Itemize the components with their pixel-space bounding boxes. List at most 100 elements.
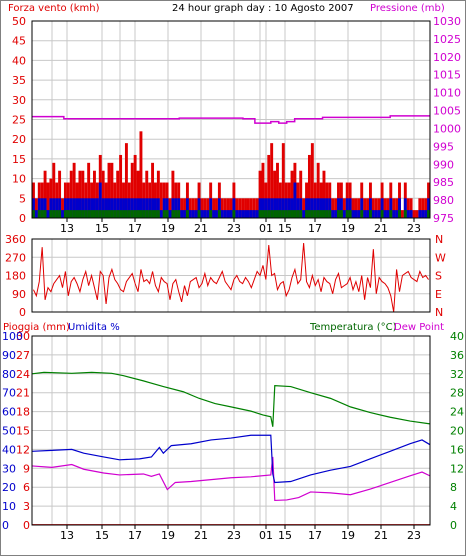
right-axis-label: 1025 xyxy=(433,33,461,46)
wind-bar xyxy=(412,210,416,218)
left-axis-label: 40 xyxy=(12,54,26,67)
left-axis-label: 5 xyxy=(19,192,26,205)
wind-bar xyxy=(151,162,155,218)
wind-bar xyxy=(371,210,375,218)
rain-axis-label: 30 xyxy=(16,330,30,343)
wind-bar xyxy=(156,210,160,218)
wind-bar xyxy=(290,170,294,218)
wind-bar xyxy=(52,198,56,218)
wind-bar xyxy=(63,210,67,218)
wind-bar xyxy=(345,198,349,218)
x-tick-label: 21 xyxy=(374,529,388,542)
humidity-axis-label: 20 xyxy=(2,481,16,494)
wind-bar xyxy=(310,198,314,218)
wind-bar xyxy=(90,198,94,218)
wind-bar xyxy=(133,154,137,218)
wind-bar xyxy=(345,210,349,218)
right-axis-label: 995 xyxy=(433,140,454,153)
x-tick-label: 21 xyxy=(194,529,208,542)
wind-bar xyxy=(273,170,277,218)
left-axis-label: 15 xyxy=(12,153,26,166)
wind-bar xyxy=(43,170,47,218)
wind-bar xyxy=(281,198,285,218)
rain-axis-label: 12 xyxy=(16,443,30,456)
wind-bar xyxy=(264,210,268,218)
wind-bar xyxy=(101,198,105,218)
right-axis-label: 1020 xyxy=(433,51,461,64)
wind-bar xyxy=(197,198,201,218)
wind-bar xyxy=(81,170,85,218)
right-axis-label: 1010 xyxy=(433,87,461,100)
wind-bar xyxy=(319,198,323,218)
wind-bar xyxy=(348,198,352,218)
wind-bar xyxy=(174,210,178,218)
wind-bar xyxy=(171,198,175,218)
wind-bar xyxy=(261,198,265,218)
wind-bar xyxy=(226,198,230,218)
wind-bar xyxy=(380,198,384,218)
wind-bar xyxy=(113,198,117,218)
wind-bar xyxy=(267,154,271,218)
rain-axis-label: 24 xyxy=(16,368,30,381)
left-axis-label: 45 xyxy=(12,35,26,48)
wind-speed-label: Forza vento (kmh) xyxy=(8,3,100,14)
wind-bar xyxy=(116,210,120,218)
humidity-axis-label: 30 xyxy=(2,462,16,475)
wind-bar xyxy=(122,210,125,218)
wind-bar xyxy=(334,198,338,218)
x-tick-label: 17 xyxy=(128,222,142,235)
series-line xyxy=(31,456,431,502)
plot-frame xyxy=(31,20,431,219)
wind-bar xyxy=(124,210,128,218)
temperature-axis-label: 24 xyxy=(450,406,464,419)
wind-bar xyxy=(296,210,300,218)
series-line xyxy=(31,434,431,484)
wind-bar xyxy=(215,198,218,218)
wind-bar xyxy=(93,198,96,218)
wind-bar xyxy=(244,198,247,218)
wind-bar xyxy=(337,210,340,218)
wind-bar xyxy=(290,210,294,218)
left-axis-label: 0 xyxy=(19,212,26,225)
wind-bar xyxy=(328,198,332,218)
wind-bar xyxy=(278,210,282,218)
wind-bar xyxy=(119,198,123,218)
wind-bar xyxy=(424,210,428,218)
wind-bar xyxy=(87,198,91,218)
wind-bar xyxy=(421,210,425,218)
temperature-axis-label: 8 xyxy=(450,481,457,494)
wind-bar xyxy=(215,210,218,218)
wind-bar xyxy=(142,198,146,218)
compass-letter: N xyxy=(435,306,443,319)
rain-axis-label: 0 xyxy=(23,519,30,532)
wind-bar xyxy=(241,198,245,218)
wind-bar xyxy=(122,198,125,218)
compass-letter: N xyxy=(435,233,443,246)
wind-bar xyxy=(392,198,396,218)
x-tick-label: 13 xyxy=(60,529,74,542)
wind-bar xyxy=(159,210,163,218)
wind-bar xyxy=(58,198,62,218)
wind-bar xyxy=(273,210,277,218)
wind-bar xyxy=(232,198,236,218)
wind-bar xyxy=(403,198,407,218)
left-axis-label: 10 xyxy=(12,173,26,186)
wind-bar xyxy=(200,198,204,218)
x-tick-label: 01 xyxy=(259,222,273,235)
wind-bar xyxy=(72,210,76,218)
wind-bar xyxy=(191,210,195,218)
wind-bar xyxy=(154,210,157,218)
wind-bar xyxy=(34,210,38,218)
wind-bar xyxy=(313,210,317,218)
wind-bar xyxy=(386,198,390,218)
direction-axis-label: 0 xyxy=(19,306,26,319)
wind-bar xyxy=(334,210,338,218)
rain-axis-label: 9 xyxy=(23,462,30,475)
wind-bar xyxy=(258,170,262,218)
wind-bar xyxy=(34,198,38,218)
wind-bar xyxy=(281,143,285,218)
wind-bar xyxy=(246,198,250,218)
wind-bar xyxy=(165,198,169,218)
wind-bar xyxy=(403,210,407,218)
wind-bar xyxy=(313,198,317,218)
